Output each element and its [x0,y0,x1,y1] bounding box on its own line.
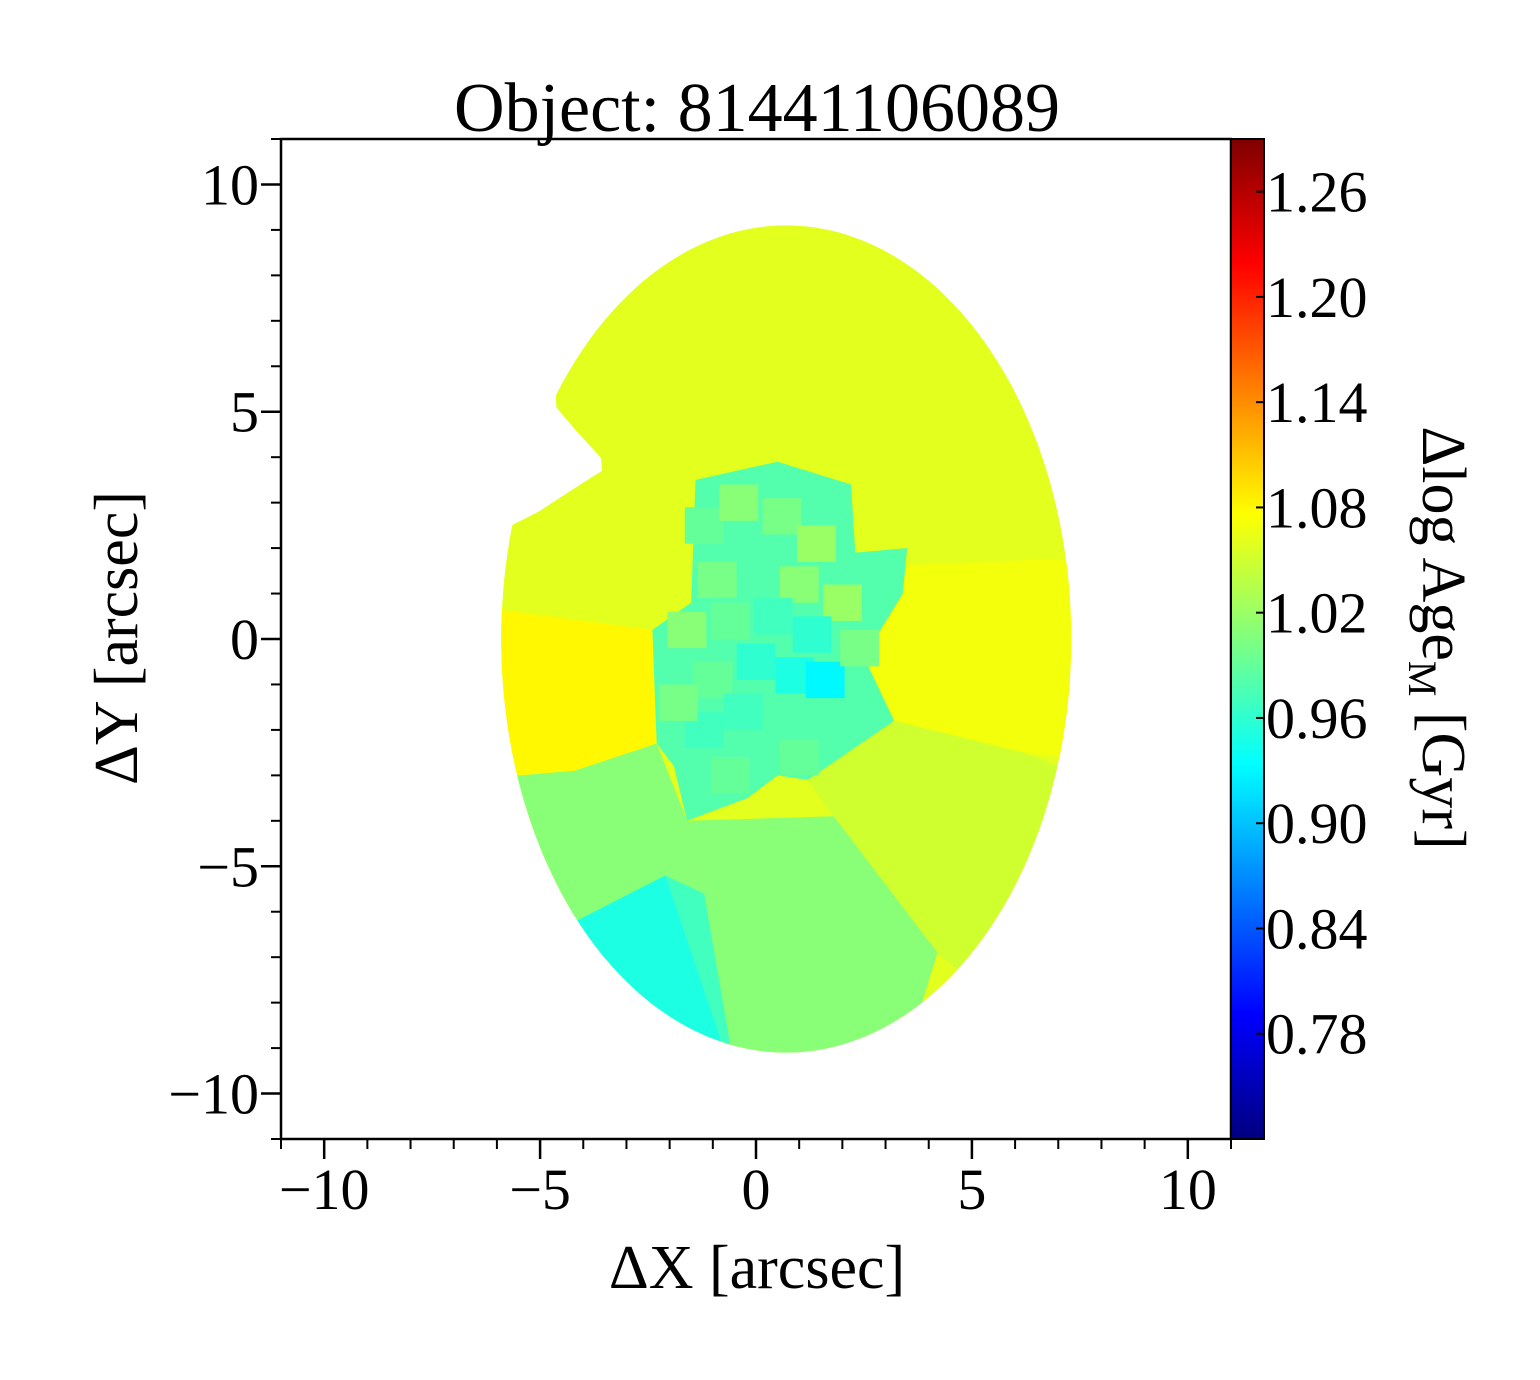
y-tick-label: 5 [230,380,259,445]
x-axis-ticks: −10 −5 0 5 10 [279,1139,1232,1222]
y-axis-ticks: 10 5 0 −5 −10 [168,138,281,1140]
map-bin [779,739,819,776]
map-bin [693,661,733,699]
colorbar-tick-label: 1.08 [1266,475,1368,540]
map-bin [723,693,763,730]
region-west [501,598,657,785]
region-south-west-band [501,743,705,953]
colorbar-tick-label: 1.20 [1266,265,1368,330]
region-east [864,557,1072,762]
colorbar-tick-label: 0.96 [1266,686,1368,751]
map-bin [792,616,832,653]
colorbar-tick-label: 0.90 [1266,791,1368,856]
y-tick-label: 10 [201,152,259,217]
map-bin [797,525,836,562]
map-bin [740,543,780,580]
colorbar-label-sub: M [1400,661,1445,697]
y-tick-label: −5 [197,834,259,899]
map-bin [719,484,759,521]
x-tick-label: 5 [957,1157,986,1222]
map-bin [658,684,698,721]
colorbar-tick-label: 0.84 [1266,896,1368,961]
map-bin [710,602,750,639]
map-bin [766,698,806,735]
age-map [501,225,1072,1053]
map-bin [762,498,802,535]
x-tick-label: −5 [509,1157,571,1222]
map-bin [736,643,776,680]
colorbar-tick-label: 1.26 [1266,160,1368,225]
y-axis-label: ΔY [arcsec] [83,491,151,785]
map-bin [684,507,724,544]
map-bin [697,561,737,599]
y-tick-label: 0 [230,607,259,672]
colorbar-label: Δlog AgeM [Gyr] [1400,426,1477,849]
map-bin [805,661,845,699]
colorbar-label-unit: [Gyr] [1409,696,1477,849]
map-bin [710,757,750,794]
x-tick-label: 10 [1159,1157,1217,1222]
x-tick-label: −10 [279,1157,370,1222]
colorbar-label-main: Δlog Age [1409,426,1477,660]
map-bin [745,729,785,767]
x-axis-label: ΔX [arcsec] [609,1234,905,1302]
map-bin [840,629,880,667]
map-bin [753,598,793,635]
map-bin [667,611,707,649]
map-bin [779,566,819,603]
map-bin [822,584,862,621]
colorbar-tick-label: 1.02 [1266,581,1368,646]
y-tick-label: −10 [168,1062,259,1127]
chart-title: Object: 81441106089 [454,70,1060,147]
x-tick-label: 0 [742,1157,771,1222]
colorbar-ticks: 1.26 1.20 1.14 1.08 1.02 0.96 0.90 0.84 0.78 [1256,160,1368,1067]
region-south [686,816,938,1053]
colorbar-tick-label: 0.78 [1266,1002,1368,1067]
colorbar-tick-label: 1.14 [1266,370,1368,435]
colorbar [1230,138,1265,1140]
